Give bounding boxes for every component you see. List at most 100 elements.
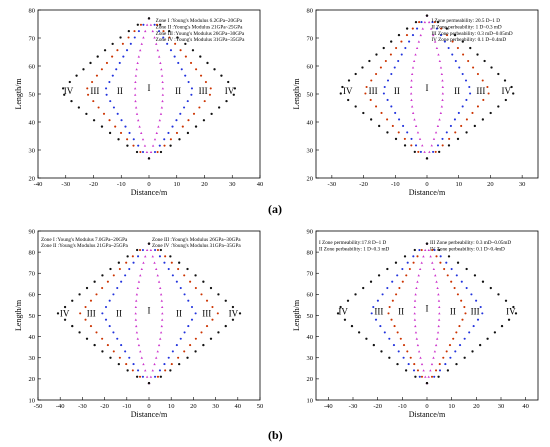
data-point xyxy=(421,144,424,147)
data-point xyxy=(497,72,500,76)
data-point xyxy=(126,138,129,141)
data-point xyxy=(479,343,482,347)
data-point xyxy=(163,144,166,147)
data-point xyxy=(441,79,444,82)
data-point xyxy=(434,343,438,347)
y-tick-label: 20 xyxy=(29,175,36,182)
y-tick-label: 90 xyxy=(307,228,314,235)
x-tick-label: 0 xyxy=(425,403,428,410)
data-point xyxy=(102,112,106,115)
data-point xyxy=(399,337,402,340)
data-point xyxy=(133,36,136,39)
data-point xyxy=(190,306,194,309)
y-axis-title: Length/m xyxy=(14,78,23,110)
data-point xyxy=(84,318,87,321)
data-point xyxy=(383,85,386,89)
data-point xyxy=(134,99,137,103)
data-point xyxy=(200,74,203,77)
data-point xyxy=(382,92,385,95)
data-point xyxy=(425,157,429,160)
data-point xyxy=(211,318,214,321)
data-point xyxy=(387,312,390,315)
data-point xyxy=(467,59,470,63)
data-point xyxy=(217,331,220,334)
data-point xyxy=(92,100,95,103)
y-axis-title: Length/m xyxy=(14,299,23,331)
zone-label: IV xyxy=(506,306,516,316)
data-point xyxy=(124,125,127,128)
data-point xyxy=(209,337,213,340)
zone-label: I xyxy=(426,83,429,93)
legend-entry: IV Zone perbeability: 0.1 D~0.4mD xyxy=(431,37,506,43)
data-point xyxy=(438,369,442,372)
data-point xyxy=(124,350,127,353)
data-point xyxy=(418,248,421,252)
x-tick-label: 0 xyxy=(147,403,150,410)
data-point xyxy=(78,331,81,334)
data-point xyxy=(410,137,413,140)
data-point xyxy=(163,261,166,264)
data-point xyxy=(443,40,446,43)
data-point xyxy=(175,131,179,134)
data-point xyxy=(126,255,129,258)
data-point xyxy=(140,42,143,45)
data-point xyxy=(204,80,207,84)
data-point xyxy=(160,106,164,109)
data-point xyxy=(460,124,463,127)
data-point xyxy=(133,93,137,96)
data-point xyxy=(437,318,441,321)
data-point xyxy=(190,318,194,321)
data-point xyxy=(133,30,136,33)
data-point xyxy=(420,261,423,264)
data-point xyxy=(149,248,153,252)
data-point xyxy=(138,375,142,378)
data-point xyxy=(456,261,460,264)
data-point xyxy=(512,305,515,309)
data-point xyxy=(194,274,197,277)
data-point xyxy=(78,293,81,296)
data-point xyxy=(159,286,162,290)
data-point xyxy=(409,92,413,95)
zone-label: II xyxy=(116,308,122,318)
data-point xyxy=(436,124,440,127)
data-point xyxy=(160,68,163,71)
data-point xyxy=(220,74,223,77)
x-tick-label: 10 xyxy=(168,403,175,410)
x-tick-label: -20 xyxy=(89,181,98,188)
data-point xyxy=(425,381,429,385)
data-point xyxy=(167,131,170,134)
zone-label: III xyxy=(87,308,96,318)
data-point xyxy=(423,150,426,153)
data-point xyxy=(386,118,389,121)
data-point xyxy=(147,157,151,160)
data-point xyxy=(503,79,507,82)
data-point xyxy=(427,375,430,378)
data-point xyxy=(106,280,109,283)
data-point xyxy=(117,138,120,141)
data-point xyxy=(388,337,391,340)
series-4 xyxy=(56,242,242,385)
data-point xyxy=(178,138,181,141)
caption-a: (a) xyxy=(268,202,282,216)
data-point xyxy=(144,255,147,258)
data-point xyxy=(232,93,235,96)
data-point xyxy=(63,318,67,321)
data-point xyxy=(437,293,440,296)
data-point xyxy=(394,111,397,115)
x-tick-label: -10 xyxy=(117,181,126,188)
legend-entry: Zone III :Young's Modulus 26GPa~30GPa xyxy=(152,237,241,243)
data-point xyxy=(354,105,357,108)
data-point xyxy=(217,293,220,296)
data-point xyxy=(458,344,462,347)
zone-label: IV xyxy=(64,86,74,96)
data-point xyxy=(134,318,138,321)
x-axis-title: Distance/m xyxy=(409,188,446,197)
data-point xyxy=(151,29,154,33)
data-point xyxy=(157,125,160,128)
data-point xyxy=(364,92,367,95)
data-point xyxy=(460,280,463,283)
data-point xyxy=(497,105,500,108)
data-point xyxy=(134,80,137,84)
data-point xyxy=(420,21,423,24)
y-tick-label: 80 xyxy=(29,249,36,256)
